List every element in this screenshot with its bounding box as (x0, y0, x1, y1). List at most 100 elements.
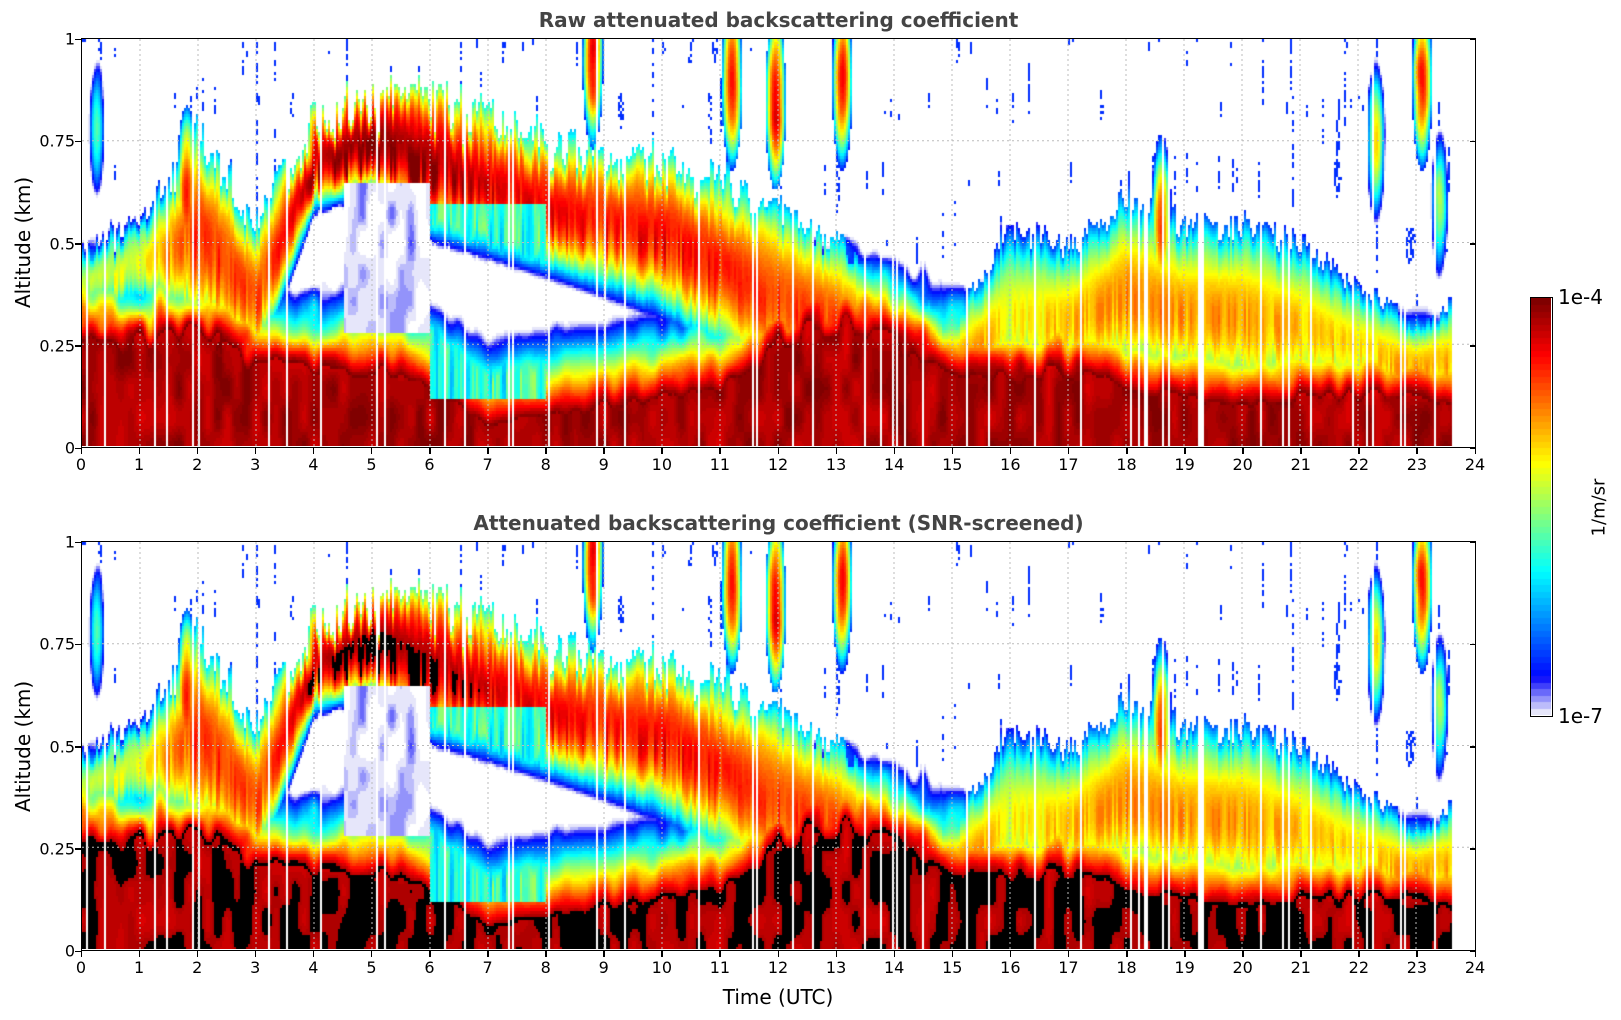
y-tick-label: 0.25 (39, 839, 75, 859)
x-tick-label: 24 (1464, 455, 1486, 474)
x-tick-mark (370, 951, 373, 957)
x-tick-label: 8 (540, 455, 551, 474)
x-tick-mark (719, 951, 721, 957)
x-tick-mark (1474, 951, 1476, 957)
x-tick-label: 18 (1116, 958, 1137, 977)
y-tick-label: 0.5 (49, 234, 75, 253)
x-tick-mark (1300, 951, 1302, 957)
x-tick-label: 3 (250, 958, 261, 977)
y-tick-mark (75, 950, 81, 952)
x-tick-label: 24 (1464, 958, 1486, 977)
x-tick-label: 3 (250, 455, 261, 474)
x-tick-label: 5 (366, 455, 377, 474)
y-tick-label: 0 (64, 438, 75, 458)
x-tick-mark (1358, 448, 1360, 454)
x-tick-mark (1009, 951, 1012, 957)
y-tick-label: 1 (64, 532, 75, 552)
x-tick-mark (603, 951, 605, 957)
x-tick-label: 10 (651, 455, 673, 474)
top-y-axis-label: Altitude (km) (11, 176, 35, 308)
y-tick-label: 0.5 (49, 737, 75, 756)
x-tick-label: 23 (1406, 958, 1428, 977)
x-tick-label: 8 (540, 958, 551, 977)
x-tick-label: 1 (133, 958, 145, 977)
x-tick-label: 20 (1232, 958, 1253, 977)
x-tick-mark (1300, 448, 1302, 454)
x-tick-label: 1 (133, 455, 145, 474)
x-tick-mark (893, 448, 896, 454)
x-tick-mark (254, 448, 257, 454)
top-plot-title: Raw attenuated backscattering coefficien… (538, 8, 1019, 32)
x-tick-mark (1416, 448, 1418, 454)
x-tick-label: 0 (75, 958, 87, 977)
x-tick-mark (138, 951, 141, 957)
x-tick-label: 7 (482, 455, 493, 474)
x-tick-mark (661, 951, 663, 957)
y-tick-mark (75, 243, 81, 245)
x-tick-mark (1416, 951, 1418, 957)
x-tick-mark (429, 951, 431, 957)
y-tick-mark (75, 643, 81, 646)
x-tick-mark (777, 448, 779, 454)
x-tick-label: 22 (1348, 958, 1370, 977)
x-tick-label: 16 (1000, 455, 1021, 474)
y-tick-mark-right (1470, 746, 1476, 748)
x-tick-mark (719, 448, 721, 454)
x-tick-label: 21 (1290, 455, 1311, 474)
x-tick-mark (1126, 448, 1128, 454)
x-tick-mark (1067, 951, 1070, 957)
x-tick-label: 7 (482, 958, 493, 977)
y-tick-mark-right (1470, 243, 1476, 245)
x-tick-mark (1126, 951, 1128, 957)
x-tick-label: 14 (883, 958, 905, 977)
y-tick-mark-right (1470, 447, 1476, 449)
y-tick-mark-right (1470, 950, 1476, 952)
grid-lines (82, 39, 1474, 446)
y-tick-mark (75, 541, 81, 543)
x-tick-mark (370, 448, 373, 454)
colorbar-min-label: 1e-7 (1558, 704, 1603, 728)
colorbar (1530, 297, 1553, 717)
y-tick-mark-right (1470, 345, 1476, 347)
x-tick-label: 6 (424, 455, 435, 474)
x-tick-mark (661, 448, 663, 454)
x-tick-mark (1184, 951, 1186, 957)
bottom-y-axis-label: Altitude (km) (11, 680, 35, 812)
x-tick-label: 12 (767, 455, 789, 474)
x-tick-label: 22 (1348, 455, 1370, 474)
x-tick-mark (1474, 448, 1476, 454)
x-tick-label: 19 (1174, 958, 1195, 977)
x-tick-label: 10 (651, 958, 673, 977)
x-axis-label: Time (UTC) (722, 985, 834, 1009)
x-tick-mark (1358, 951, 1360, 957)
x-tick-label: 0 (75, 455, 87, 474)
x-tick-mark (545, 951, 547, 957)
y-tick-label: 0 (64, 941, 75, 961)
x-tick-label: 17 (1058, 958, 1079, 977)
x-tick-label: 11 (709, 455, 731, 474)
x-tick-label: 9 (598, 455, 609, 474)
x-tick-mark (545, 448, 547, 454)
y-tick-mark (75, 447, 81, 449)
y-tick-mark-right (1470, 38, 1476, 40)
y-tick-mark-right (1470, 848, 1476, 850)
x-tick-label: 2 (192, 958, 203, 977)
x-tick-label: 13 (825, 958, 847, 977)
x-tick-mark (835, 448, 838, 454)
x-tick-label: 14 (883, 455, 905, 474)
y-tick-mark (75, 345, 81, 347)
x-tick-label: 21 (1290, 958, 1311, 977)
x-tick-mark (777, 951, 779, 957)
x-tick-mark (951, 448, 954, 454)
x-tick-mark (835, 951, 838, 957)
x-tick-label: 13 (825, 455, 847, 474)
x-tick-label: 19 (1174, 455, 1195, 474)
x-tick-mark (138, 448, 141, 454)
x-tick-label: 17 (1058, 455, 1079, 474)
x-tick-label: 15 (942, 958, 963, 977)
x-tick-label: 6 (424, 958, 435, 977)
x-tick-mark (254, 951, 257, 957)
y-tick-mark (75, 848, 81, 850)
x-tick-label: 9 (598, 958, 609, 977)
y-tick-label: 0.75 (39, 131, 75, 151)
